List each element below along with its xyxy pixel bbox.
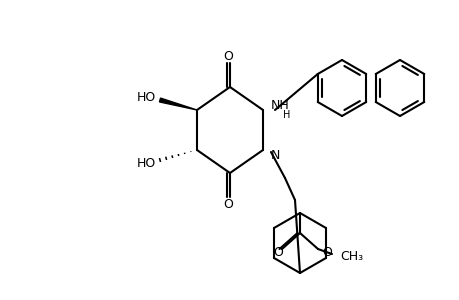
Text: CH₃: CH₃ [339, 250, 362, 262]
Text: O: O [321, 247, 331, 260]
Polygon shape [159, 98, 196, 110]
Text: O: O [223, 197, 232, 211]
Text: HO: HO [136, 91, 156, 103]
Text: H: H [282, 110, 290, 120]
Text: N: N [270, 148, 280, 161]
Text: O: O [273, 247, 282, 260]
Text: HO: HO [136, 157, 156, 169]
Text: NH: NH [270, 98, 289, 112]
Text: O: O [223, 50, 232, 62]
